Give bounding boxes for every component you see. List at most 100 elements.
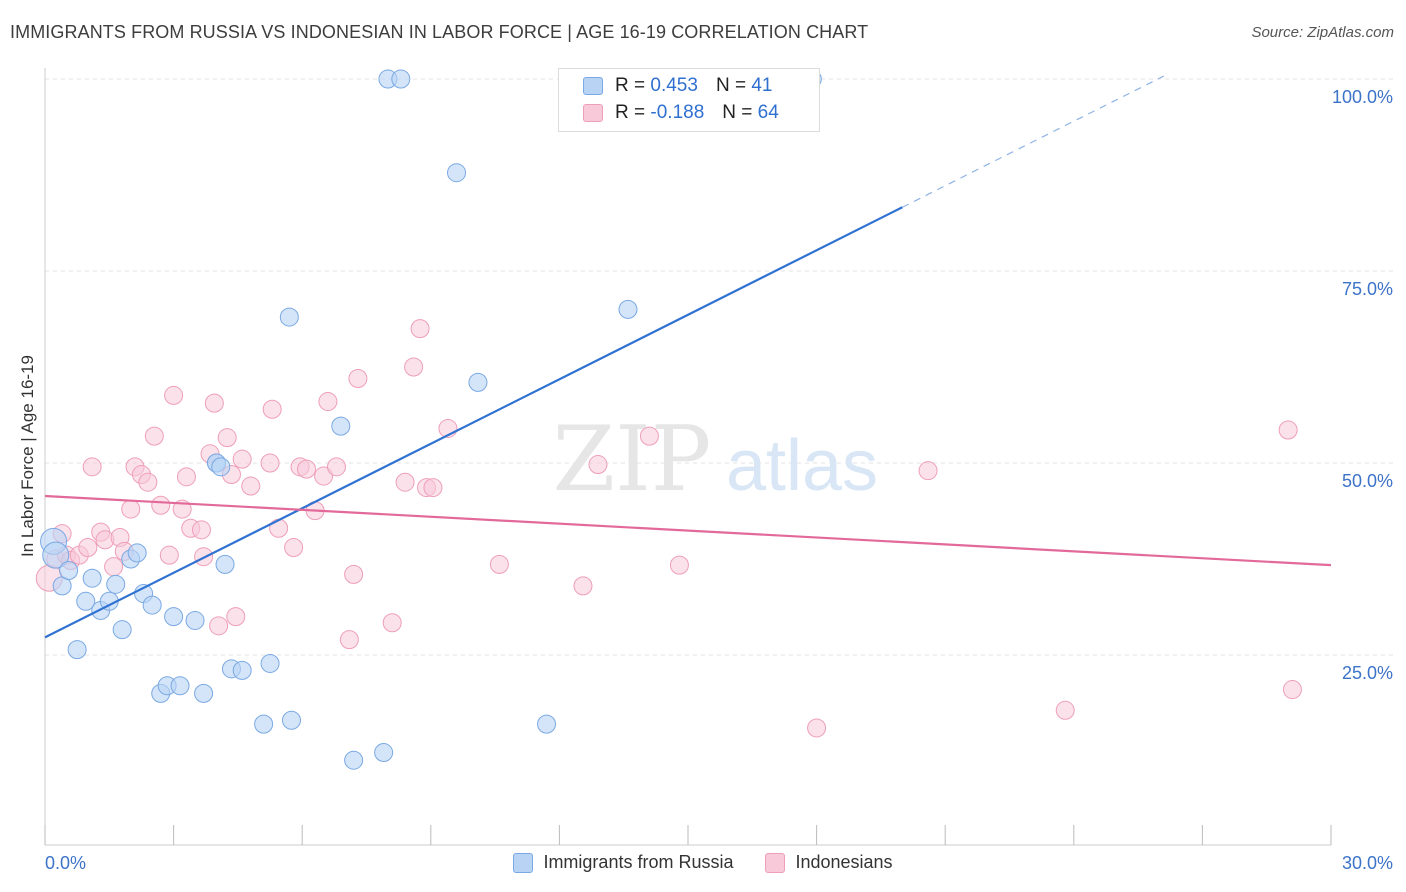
legend-r-label: R = [615,75,646,96]
legend-r-value: -0.188 [650,102,705,123]
point-indonesians [217,428,237,448]
point-indonesians [284,537,304,557]
point-indonesians [489,554,509,574]
point-immigrants-from-russia [76,591,96,611]
point-indonesians [104,557,124,577]
x-tick-label: 0.0% [45,853,86,873]
correlation-legend: R = 0.453 N = 41 R = -0.188 N = 64 [558,68,820,132]
point-indonesians [82,457,102,477]
point-indonesians [138,472,158,492]
point-indonesians [1282,680,1302,700]
point-indonesians [410,319,430,339]
point-indonesians [241,476,261,496]
legend-swatch-blue [513,852,534,873]
legend-item-indonesians: Indonesians [765,852,893,873]
point-immigrants-from-russia [447,163,467,183]
legend-swatch-pink [765,852,786,873]
point-indonesians [423,478,443,498]
point-immigrants-from-russia [185,610,205,630]
series-indonesians [35,319,1302,738]
point-indonesians [204,393,224,413]
axes [44,68,1332,846]
legend-item-russia: Immigrants from Russia [513,852,733,873]
point-indonesians [262,399,282,419]
point-immigrants-from-russia [468,372,488,392]
legend-swatch-pink [583,104,603,122]
point-indonesians [404,357,424,377]
point-indonesians [121,499,141,519]
point-indonesians [344,564,364,584]
point-indonesians [164,385,184,405]
legend-r-value: 0.453 [650,75,698,96]
point-immigrants-from-russia [106,574,126,594]
point-indonesians [78,537,98,557]
point-indonesians [339,630,359,650]
point-indonesians [382,613,402,633]
y-tick-label: 75.0% [1342,279,1393,299]
point-indonesians [573,576,593,596]
point-indonesians [226,607,246,627]
point-indonesians [1055,700,1075,720]
point-indonesians [209,616,229,636]
point-indonesians [191,520,211,540]
point-indonesians [669,555,689,575]
point-indonesians [176,467,196,487]
point-indonesians [639,426,659,446]
y-tick-label: 50.0% [1342,471,1393,491]
point-immigrants-from-russia [537,714,557,734]
grid-lines [45,78,1395,656]
point-immigrants-from-russia [59,561,79,581]
trend-line-indonesians [44,494,1332,567]
point-immigrants-from-russia [127,543,147,563]
source-attribution: Source: ZipAtlas.com [1251,24,1394,41]
point-indonesians [1278,420,1298,440]
point-immigrants-from-russia [215,554,235,574]
point-immigrants-from-russia [42,541,70,569]
point-indonesians [918,461,938,481]
point-immigrants-from-russia [260,653,280,673]
point-indonesians [159,545,179,565]
point-immigrants-from-russia [331,416,351,436]
point-immigrants-from-russia [211,457,231,477]
x-tick-label: 30.0% [1342,853,1393,873]
tick-labels: 25.0% 50.0% 75.0% 100.0% 0.0% 30.0% [45,87,1393,873]
point-indonesians [151,495,171,515]
point-immigrants-from-russia [170,676,190,696]
point-immigrants-from-russia [142,595,162,615]
point-immigrants-from-russia [164,607,184,627]
point-indonesians [395,472,415,492]
point-indonesians [144,426,164,446]
point-indonesians [326,457,346,477]
trend-line-russia [44,206,903,639]
chart-title: IMMIGRANTS FROM RUSSIA VS INDONESIAN IN … [10,22,869,42]
legend-label-russia: Immigrants from Russia [543,852,734,872]
legend-n-value: 64 [757,102,779,123]
point-indonesians [348,369,368,389]
legend-n-label: N = [722,102,753,123]
point-indonesians [807,718,827,738]
point-indonesians [296,459,316,479]
point-immigrants-from-russia [279,307,299,327]
y-tick-label: 25.0% [1342,663,1393,683]
point-indonesians [232,449,252,469]
point-immigrants-from-russia [281,710,301,730]
legend-r-label: R = [615,102,646,123]
point-indonesians [260,453,280,473]
trend-line-russia-extension [902,75,1165,208]
watermark-zip: ZIP [553,407,712,512]
legend-row-russia: R = 0.453 N = 41 [583,73,772,99]
y-tick-label: 100.0% [1332,87,1393,107]
point-immigrants-from-russia [391,69,411,89]
point-immigrants-from-russia [67,640,87,660]
point-immigrants-from-russia [82,568,102,588]
trend-lines [44,75,1332,639]
point-immigrants-from-russia [374,743,394,763]
watermark: ZIP atlas [553,407,878,512]
point-indonesians [314,466,334,486]
legend-label-indonesians: Indonesians [795,852,893,872]
legend-n-value: 41 [751,75,773,96]
watermark-atlas: atlas [726,426,878,506]
point-immigrants-from-russia [194,683,214,703]
point-immigrants-from-russia [232,660,252,680]
